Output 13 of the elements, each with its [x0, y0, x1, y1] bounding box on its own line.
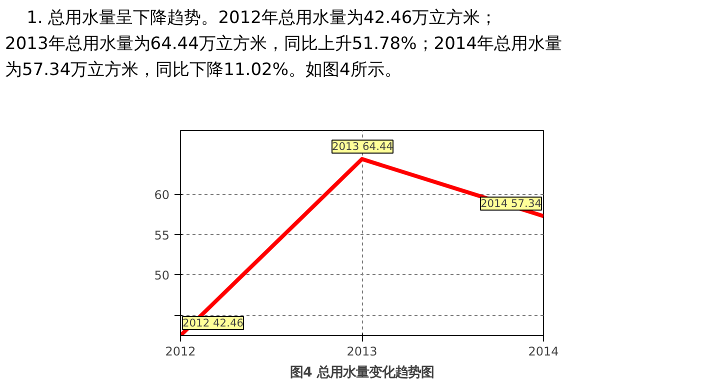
text: 2013年总用水量为64.44万立方米，同比上升51.78%；2014年总用水量	[5, 34, 562, 54]
y-tick-label: 60	[154, 188, 170, 202]
text: 2012 42.46	[182, 316, 244, 330]
x-tick-label: 2014	[528, 344, 559, 358]
text: 1. 总用水量呈下降趋势。2012年总用水量为42.46万立方米；	[26, 8, 498, 28]
x-tick-label: 2013	[346, 344, 378, 358]
text: 2014 57.34	[480, 197, 542, 210]
y-tick-label: 50	[154, 268, 170, 282]
text: 为57.34万立方米，同比下降11.02%。如图4所示。	[5, 60, 402, 80]
y-tick-label: 55	[154, 228, 170, 242]
text: 2013 64.44	[332, 140, 394, 154]
text: 图4 总用水量变化趋势图	[290, 364, 434, 380]
x-tick-label: 2012	[165, 344, 196, 358]
